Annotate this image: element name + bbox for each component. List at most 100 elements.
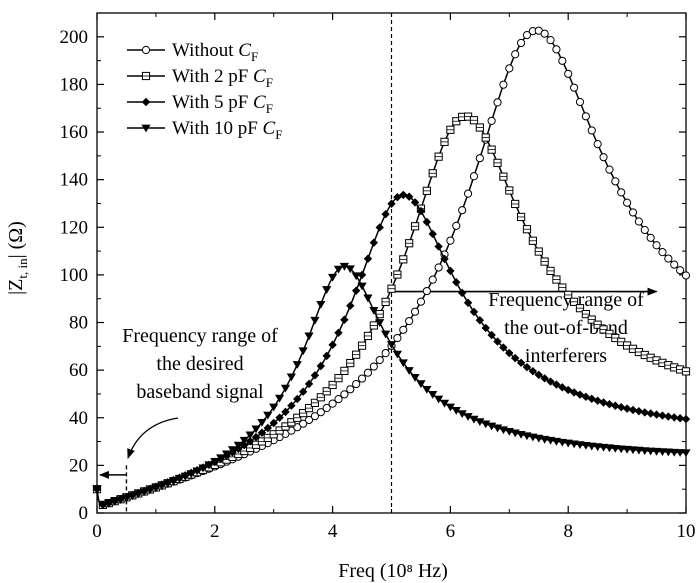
- data-point: [676, 266, 685, 275]
- data-point: [263, 423, 273, 433]
- data-point: [593, 139, 602, 149]
- data-point: [611, 401, 620, 410]
- data-point: [293, 394, 302, 404]
- data-point: [387, 199, 396, 208]
- data-point: [457, 410, 467, 419]
- data-point: [351, 272, 361, 281]
- data-point: [552, 380, 561, 389]
- data-point: [528, 366, 538, 376]
- data-point: [328, 340, 337, 350]
- data-point: [310, 316, 320, 325]
- data-point: [658, 248, 667, 257]
- data-point: [622, 404, 632, 413]
- data-point: [434, 242, 443, 251]
- data-point: [328, 273, 338, 282]
- data-point: [499, 343, 508, 352]
- data-point: [369, 238, 379, 247]
- data-point: [664, 412, 673, 421]
- data-point: [422, 286, 431, 296]
- data-point: [681, 449, 691, 458]
- data-point: [439, 399, 450, 408]
- baseband-annotation-line: the desired: [156, 353, 243, 375]
- y-tick-label: 160: [60, 122, 89, 143]
- data-point: [540, 374, 549, 383]
- data-point: [481, 420, 491, 429]
- data-point: [681, 271, 691, 280]
- data-point: [251, 432, 261, 442]
- data-point: [168, 477, 179, 486]
- legend-item: Without CF: [127, 40, 258, 64]
- data-point: [239, 436, 249, 445]
- data-point: [452, 221, 461, 230]
- data-point: [605, 399, 614, 409]
- data-point: [534, 370, 543, 380]
- data-point: [381, 349, 390, 358]
- data-point: [628, 405, 638, 415]
- data-point: [428, 229, 437, 239]
- series-layer: [92, 26, 691, 510]
- data-point: [405, 316, 414, 326]
- data-point: [434, 263, 443, 272]
- data-point: [516, 358, 526, 368]
- data-point: [357, 374, 367, 383]
- data-point: [381, 330, 391, 339]
- data-point: [410, 374, 420, 382]
- baseband-pointer-arrow: [127, 417, 179, 459]
- data-point: [416, 380, 426, 389]
- data-point: [469, 307, 479, 317]
- data-point: [581, 112, 590, 121]
- data-point: [269, 418, 278, 428]
- data-point: [552, 45, 561, 54]
- data-point: [664, 254, 673, 263]
- data-point: [145, 486, 155, 495]
- data-point: [458, 206, 467, 215]
- data-point: [463, 298, 473, 307]
- y-tick-label: 60: [69, 360, 88, 381]
- data-point: [334, 328, 343, 337]
- data-point: [522, 31, 532, 40]
- data-point: [393, 333, 402, 343]
- data-point: [322, 351, 331, 361]
- data-point: [640, 225, 649, 235]
- data-point: [493, 98, 502, 107]
- x-tick-label: 0: [92, 521, 102, 542]
- data-point: [322, 403, 331, 413]
- data-point: [274, 394, 285, 403]
- data-point: [599, 398, 608, 407]
- data-point: [204, 461, 214, 470]
- data-point: [110, 498, 120, 506]
- data-point: [257, 418, 267, 427]
- data-point: [233, 441, 243, 450]
- y-tick-label: 80: [69, 313, 88, 334]
- data-point: [410, 198, 420, 207]
- interferer-annotation-line: interferers: [525, 345, 607, 367]
- data-point: [245, 431, 255, 440]
- data-point: [569, 83, 579, 92]
- data-point: [670, 260, 679, 269]
- data-point: [363, 368, 373, 377]
- data-point: [445, 403, 455, 412]
- data-point: [611, 177, 620, 186]
- baseband-annotation-line: baseband signal: [136, 381, 264, 403]
- data-point: [133, 490, 143, 499]
- data-point: [505, 64, 514, 73]
- data-point: [280, 384, 291, 393]
- x-tick-label: 8: [563, 521, 573, 542]
- data-point: [457, 288, 467, 298]
- data-point: [452, 278, 461, 287]
- data-point: [375, 223, 384, 232]
- plot-frame: [96, 12, 687, 514]
- x-tick-label: 10: [677, 521, 696, 542]
- data-point: [221, 450, 232, 459]
- data-point: [339, 262, 349, 271]
- data-point: [316, 408, 325, 417]
- data-point: [269, 403, 279, 412]
- legend-label: With 5 pF CF: [172, 92, 273, 116]
- data-point: [475, 316, 485, 325]
- data-point: [287, 401, 296, 410]
- data-point: [617, 188, 626, 197]
- data-point: [652, 410, 661, 419]
- data-point: [333, 265, 344, 274]
